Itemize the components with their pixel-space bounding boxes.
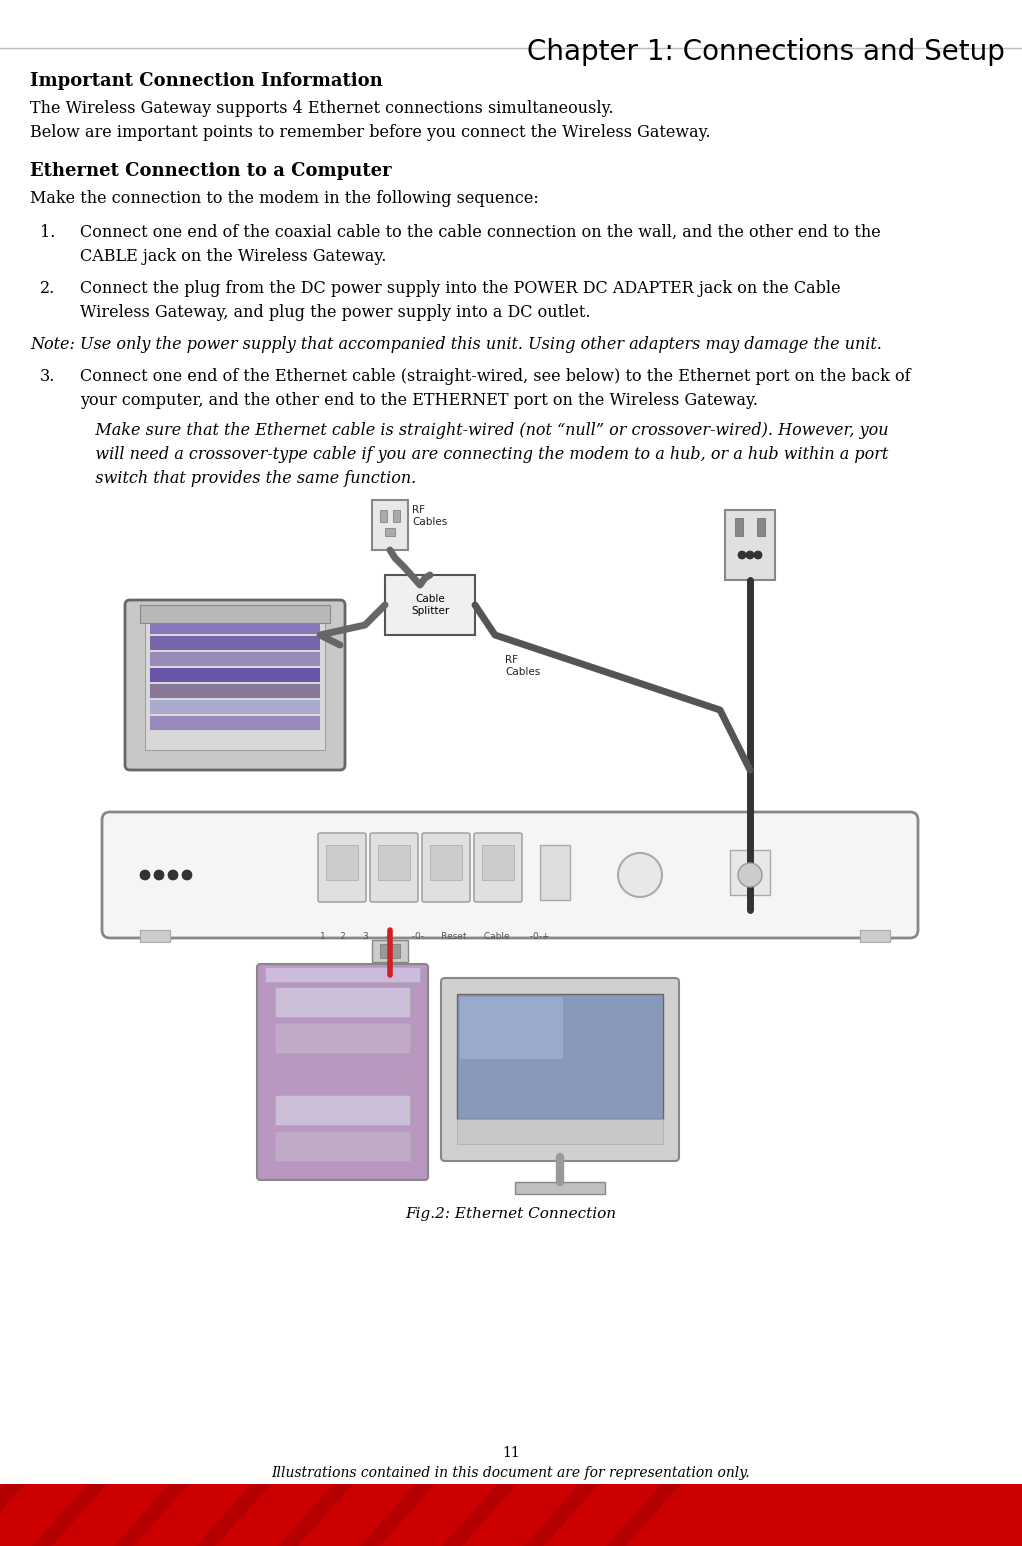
Text: Cable
Splitter: Cable Splitter bbox=[411, 594, 449, 615]
Bar bbox=[430, 846, 462, 880]
Bar bbox=[145, 615, 325, 750]
FancyBboxPatch shape bbox=[257, 965, 428, 1180]
Circle shape bbox=[746, 550, 754, 560]
Bar bbox=[372, 499, 408, 550]
Bar bbox=[275, 1095, 410, 1125]
Circle shape bbox=[140, 870, 150, 880]
Circle shape bbox=[738, 550, 746, 560]
Bar bbox=[275, 1059, 410, 1088]
Bar bbox=[140, 604, 330, 623]
Text: Chapter 1: Connections and Setup: Chapter 1: Connections and Setup bbox=[527, 39, 1005, 66]
Bar bbox=[380, 510, 387, 523]
Text: Ethernet Connection to a Computer: Ethernet Connection to a Computer bbox=[30, 162, 391, 179]
Circle shape bbox=[618, 853, 662, 897]
Text: Connect the plug from the DC power supply into the POWER DC ADAPTER jack on the : Connect the plug from the DC power suppl… bbox=[80, 280, 841, 297]
Text: Below are important points to remember before you connect the Wireless Gateway.: Below are important points to remember b… bbox=[30, 124, 710, 141]
Circle shape bbox=[154, 870, 164, 880]
Text: CABLE jack on the Wireless Gateway.: CABLE jack on the Wireless Gateway. bbox=[80, 247, 386, 264]
Text: your computer, and the other end to the ETHERNET port on the Wireless Gateway.: your computer, and the other end to the … bbox=[80, 393, 758, 410]
Polygon shape bbox=[360, 1484, 435, 1546]
Text: Connect one end of the Ethernet cable (straight-wired, see below) to the Etherne: Connect one end of the Ethernet cable (s… bbox=[80, 368, 911, 385]
Bar bbox=[385, 529, 394, 536]
Bar bbox=[482, 846, 514, 880]
FancyBboxPatch shape bbox=[370, 833, 418, 901]
Bar bbox=[150, 700, 320, 714]
Bar bbox=[372, 940, 408, 962]
FancyBboxPatch shape bbox=[474, 833, 522, 901]
FancyBboxPatch shape bbox=[318, 833, 366, 901]
Polygon shape bbox=[114, 1484, 189, 1546]
Circle shape bbox=[754, 550, 762, 560]
Polygon shape bbox=[442, 1484, 517, 1546]
Bar bbox=[150, 652, 320, 666]
Text: Illustrations contained in this document are for representation only.: Illustrations contained in this document… bbox=[272, 1466, 750, 1480]
Text: Make sure that the Ethernet cable is straight-wired (not “null” or crossover-wir: Make sure that the Ethernet cable is str… bbox=[80, 422, 888, 439]
Bar bbox=[140, 931, 170, 942]
Text: 1.: 1. bbox=[40, 224, 55, 241]
Bar bbox=[457, 1119, 663, 1144]
Bar bbox=[275, 1132, 410, 1161]
Bar bbox=[150, 716, 320, 730]
Polygon shape bbox=[0, 1484, 25, 1546]
Polygon shape bbox=[278, 1484, 353, 1546]
Bar bbox=[150, 620, 320, 634]
Bar bbox=[275, 1023, 410, 1053]
Text: will need a crossover-type cable if you are connecting the modem to a hub, or a : will need a crossover-type cable if you … bbox=[80, 445, 888, 462]
Bar bbox=[735, 518, 743, 536]
Text: Make the connection to the modem in the following sequence:: Make the connection to the modem in the … bbox=[30, 190, 539, 207]
FancyBboxPatch shape bbox=[422, 833, 470, 901]
Bar bbox=[393, 510, 400, 523]
Polygon shape bbox=[32, 1484, 107, 1546]
Text: Wireless Gateway, and plug the power supply into a DC outlet.: Wireless Gateway, and plug the power sup… bbox=[80, 305, 591, 322]
Bar bbox=[540, 846, 570, 900]
Bar bbox=[460, 997, 563, 1059]
Bar bbox=[275, 986, 410, 1017]
Bar bbox=[757, 518, 765, 536]
Text: 3.: 3. bbox=[40, 368, 55, 385]
Text: switch that provides the same function.: switch that provides the same function. bbox=[80, 470, 416, 487]
Bar bbox=[860, 931, 890, 942]
Text: Connect one end of the coaxial cable to the cable connection on the wall, and th: Connect one end of the coaxial cable to … bbox=[80, 224, 881, 241]
Bar bbox=[725, 510, 775, 580]
Bar bbox=[378, 846, 410, 880]
Bar bbox=[150, 683, 320, 697]
Polygon shape bbox=[196, 1484, 271, 1546]
Circle shape bbox=[738, 863, 762, 887]
Polygon shape bbox=[524, 1484, 599, 1546]
Bar bbox=[265, 966, 420, 982]
Bar bbox=[515, 1183, 605, 1194]
Text: RF
Cables: RF Cables bbox=[412, 506, 448, 527]
Bar bbox=[150, 668, 320, 682]
Text: 11: 11 bbox=[502, 1446, 520, 1459]
Polygon shape bbox=[606, 1484, 681, 1546]
Bar bbox=[0, 1484, 1022, 1546]
Text: Important Connection Information: Important Connection Information bbox=[30, 73, 383, 90]
Text: THOMSON: THOMSON bbox=[764, 1486, 1005, 1527]
Bar bbox=[380, 945, 400, 959]
Text: RF
Cables: RF Cables bbox=[505, 656, 541, 677]
FancyBboxPatch shape bbox=[385, 575, 475, 635]
Circle shape bbox=[182, 870, 192, 880]
Bar bbox=[457, 994, 663, 1119]
Bar bbox=[326, 846, 358, 880]
Text: Fig.2: Ethernet Connection: Fig.2: Ethernet Connection bbox=[406, 1207, 616, 1221]
FancyBboxPatch shape bbox=[125, 600, 345, 770]
Circle shape bbox=[168, 870, 178, 880]
Text: 2.: 2. bbox=[40, 280, 55, 297]
Text: 1     2      3      4       -0-      Reset      Cable       -0-+: 1 2 3 4 -0- Reset Cable -0-+ bbox=[320, 932, 550, 942]
Text: Note: Use only the power supply that accompanied this unit. Using other adapters: Note: Use only the power supply that acc… bbox=[30, 335, 882, 352]
Bar bbox=[150, 635, 320, 649]
Bar bbox=[730, 850, 770, 895]
FancyBboxPatch shape bbox=[102, 812, 918, 938]
FancyBboxPatch shape bbox=[442, 979, 679, 1161]
Text: The Wireless Gateway supports 4 Ethernet connections simultaneously.: The Wireless Gateway supports 4 Ethernet… bbox=[30, 100, 613, 117]
